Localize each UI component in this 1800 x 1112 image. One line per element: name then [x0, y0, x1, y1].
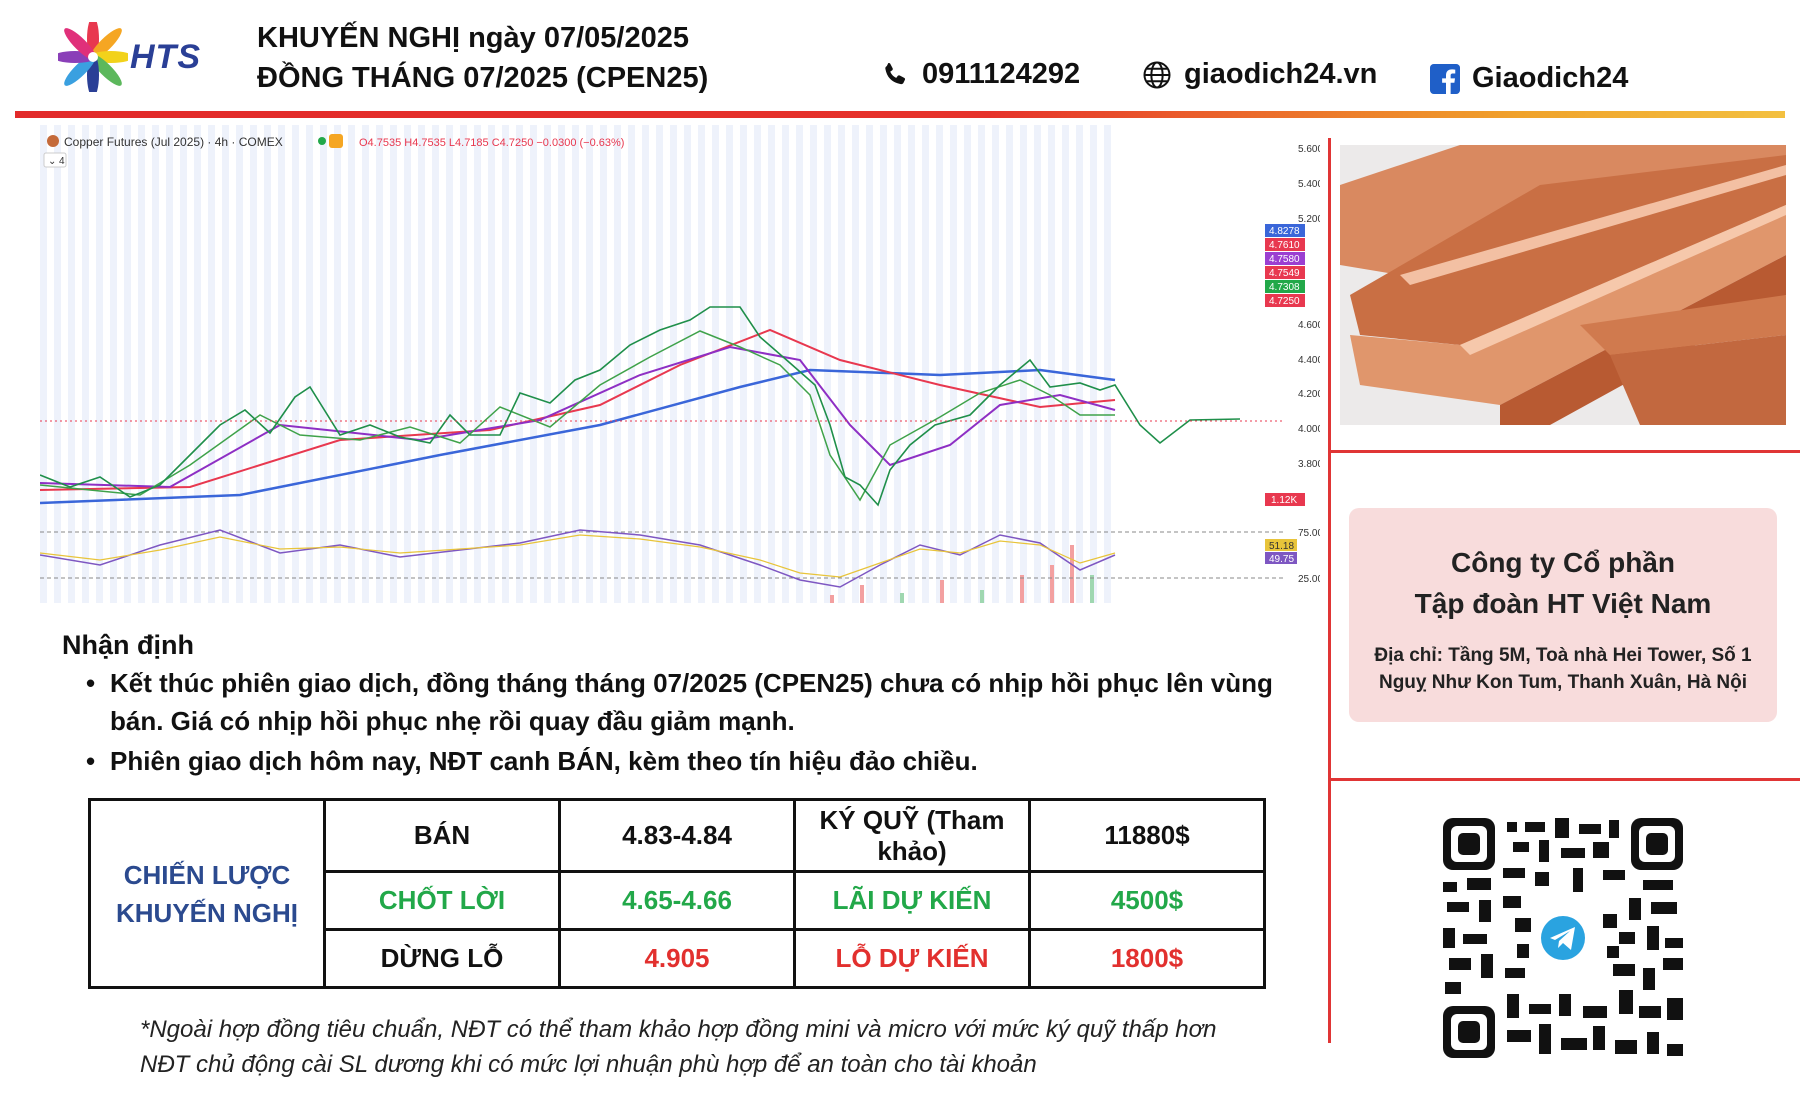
- price-axis-label: 5.4000: [1298, 179, 1320, 190]
- price-tag: [1265, 224, 1305, 237]
- phone-number: 0911124292: [922, 58, 1081, 90]
- action-cell: CHỐT LỜI: [323, 870, 561, 931]
- page-subtitle: ĐỒNG THÁNG 07/2025 (CPEN25): [257, 62, 709, 94]
- analysis-heading: Nhận định: [62, 630, 194, 660]
- price-axis-label: 4.0000: [1298, 424, 1320, 435]
- price-axis-label: 5.6000: [1298, 144, 1320, 155]
- metric-cell: LỖ DỰ KIẾN: [793, 928, 1031, 989]
- price-tag-value: 4.7549: [1269, 268, 1300, 279]
- amount-cell: 11880$: [1028, 798, 1266, 873]
- volume-tag: [1265, 493, 1305, 506]
- qr-modules: [1443, 818, 1683, 1056]
- company-name: Công ty Cổ phần Tập đoàn HT Việt Nam: [1349, 542, 1777, 624]
- copper-bars-image: [1340, 145, 1786, 425]
- section-divider: [1328, 778, 1800, 781]
- contact-phone[interactable]: 0911124292: [880, 58, 1080, 91]
- company-name-line: Tập đoàn HT Việt Nam: [1414, 588, 1712, 619]
- table-row: CHIẾN LƯỢC KHUYẾN NGHỊ BÁN 4.83-4.84 KÝ …: [88, 798, 1266, 989]
- price-axis-label: 3.8000: [1298, 459, 1320, 470]
- price-line: [40, 306, 1241, 507]
- price-tag-value: 4.7610: [1269, 240, 1300, 251]
- chart-symbol-label: Copper Futures (Jul 2025) · 4h · COMEX: [64, 135, 283, 149]
- price-tag-value: 4.7250: [1269, 296, 1300, 307]
- ma-100-line: [40, 328, 1116, 491]
- page-title: KHUYẾN NGHỊ ngày 07/05/2025: [257, 22, 689, 54]
- price-tag: [1265, 294, 1305, 307]
- rsi-signal-line: [40, 534, 1116, 578]
- price-cell: 4.83-4.84: [558, 798, 796, 873]
- hts-logo-icon: [58, 22, 128, 92]
- price-tag: [1265, 252, 1305, 265]
- footnote-line: *Ngoài hợp đồng tiêu chuẩn, NĐT có thể t…: [140, 1016, 1217, 1043]
- volume-bars: [830, 545, 1094, 603]
- strategy-label: CHIẾN LƯỢC KHUYẾN NGHỊ: [88, 798, 326, 989]
- amount-cell: 4500$: [1028, 870, 1266, 931]
- section-divider: [1328, 450, 1800, 453]
- analysis-bullet-text: Phiên giao dịch hôm nay, NĐT canh BÁN, k…: [110, 746, 978, 776]
- table-row: CHỐT LỜI 4.65-4.66 LÃI DỰ KIẾN 4500$: [90, 870, 1266, 931]
- ma-50-line: [40, 345, 1116, 489]
- globe-icon: [1143, 61, 1171, 88]
- amount-cell: 1800$: [1028, 928, 1266, 989]
- price-axis-label: 4.2000: [1298, 389, 1320, 400]
- contact-website[interactable]: giaodich24.vn: [1142, 58, 1377, 91]
- indicator-toggle[interactable]: [43, 152, 67, 168]
- delayed-badge: [329, 134, 343, 148]
- rsi-tag: [1265, 552, 1297, 564]
- phone-icon: [885, 62, 906, 84]
- rsi-line: [40, 529, 1116, 588]
- volume-tag-value: 1.12K: [1271, 495, 1297, 506]
- rsi-axis-label: 75.00: [1298, 528, 1320, 539]
- ma-200-line: [40, 368, 1116, 505]
- action-cell: BÁN: [323, 798, 561, 873]
- price-tag-value: 4.7580: [1269, 254, 1300, 265]
- company-address: Địa chỉ: Tầng 5M, Toà nhà Hei Tower, Số …: [1349, 642, 1777, 696]
- company-address-line: Địa chỉ: Tầng 5M, Toà nhà Hei Tower, Số …: [1374, 645, 1752, 666]
- facebook-icon: [1430, 63, 1460, 94]
- bullet-dot-icon: •: [86, 668, 96, 698]
- contact-facebook[interactable]: Giaodich24: [1430, 62, 1628, 95]
- price-axis-label: 4.4000: [1298, 355, 1320, 366]
- telegram-qr-code[interactable]: [1443, 818, 1683, 1058]
- rsi-axis-label: 25.00: [1298, 574, 1320, 585]
- column-divider: [1328, 138, 1331, 1043]
- company-name-line: Công ty Cổ phần: [1451, 547, 1675, 578]
- logo-text: HTS: [130, 38, 201, 76]
- analysis-bullet-text: Kết thúc phiên giao dịch, đồng tháng thá…: [110, 668, 1273, 736]
- copper-symbol-icon: [47, 135, 59, 147]
- price-tag: [1265, 280, 1305, 293]
- metric-cell: LÃI DỰ KIẾN: [793, 870, 1031, 931]
- price-tag-value: 4.7308: [1269, 282, 1300, 293]
- footnote-line: NĐT chủ động cài SL dương khi có mức lợi…: [140, 1051, 1037, 1078]
- rsi-tag: [1265, 539, 1297, 551]
- price-tag: [1265, 238, 1305, 251]
- price-tag-value: 4.8278: [1269, 226, 1300, 237]
- price-tag: [1265, 266, 1305, 279]
- ma-20-line: [40, 330, 1115, 502]
- strategy-table: CHIẾN LƯỢC KHUYẾN NGHỊ BÁN 4.83-4.84 KÝ …: [88, 798, 1266, 989]
- metric-cell: KÝ QUỸ (Tham khảo): [793, 798, 1031, 873]
- price-axis-label: 4.6000: [1298, 320, 1320, 331]
- website-link: giaodich24.vn: [1184, 58, 1378, 90]
- price-cell: 4.905: [558, 928, 796, 989]
- footnote: *Ngoài hợp đồng tiêu chuẩn, NĐT có thể t…: [140, 1012, 1216, 1082]
- price-chart: Copper Futures (Jul 2025) · 4h · COMEX O…: [40, 125, 1320, 603]
- ohlc-readout: O4.7535 H4.7535 L4.7185 C4.7250 −0.0300 …: [359, 137, 624, 149]
- table-row: DỪNG LỖ 4.905 LỖ DỰ KIẾN 1800$: [90, 928, 1266, 989]
- indicator-chevron-icon: ⌄: [48, 156, 56, 167]
- rsi-tag-value: 49.75: [1269, 554, 1294, 565]
- market-status-dot: [318, 137, 326, 145]
- facebook-page: Giaodich24: [1472, 62, 1629, 94]
- price-axis-label: 5.2000: [1298, 214, 1320, 225]
- indicator-count: 4: [59, 156, 65, 167]
- bullet-dot-icon: •: [86, 746, 96, 776]
- company-address-line: Nguỵ Như Kon Tum, Thanh Xuân, Hà Nội: [1378, 672, 1748, 693]
- action-cell: DỪNG LỖ: [323, 928, 561, 989]
- company-info-card: Công ty Cổ phần Tập đoàn HT Việt Nam Địa…: [1349, 508, 1777, 722]
- rsi-tag-value: 51.18: [1269, 541, 1294, 552]
- session-bands: [40, 125, 1115, 603]
- price-cell: 4.65-4.66: [558, 870, 796, 931]
- header-divider: [15, 111, 1785, 118]
